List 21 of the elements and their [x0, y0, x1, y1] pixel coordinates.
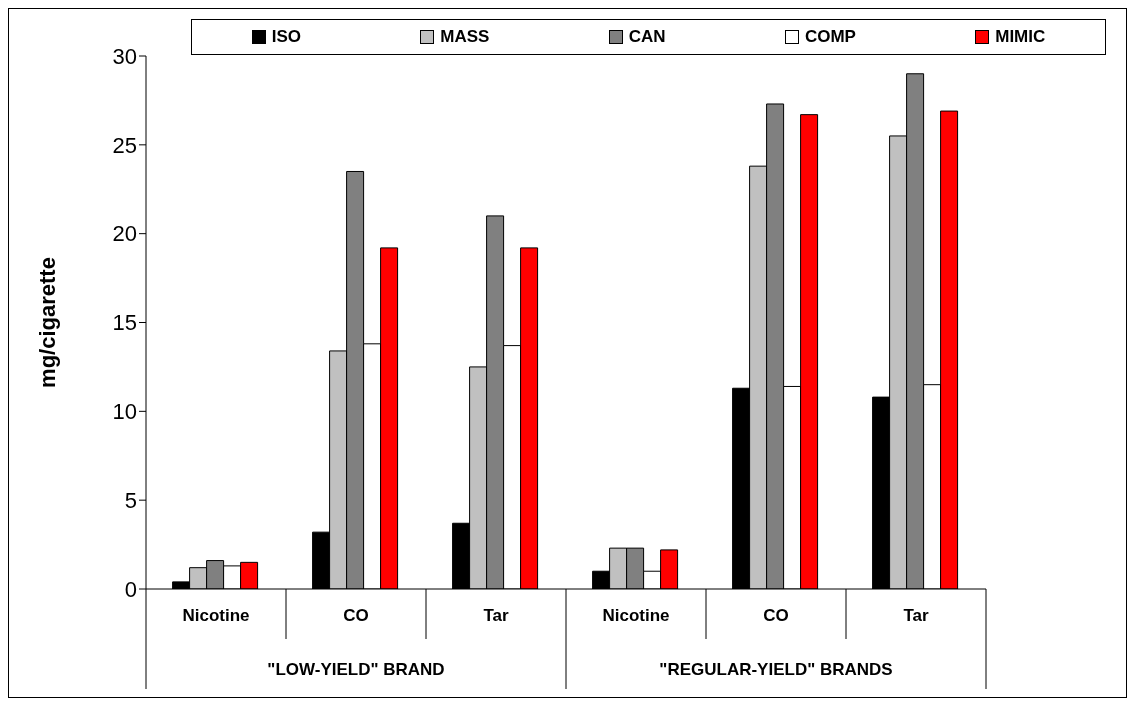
y-tick-label: 10: [112, 399, 137, 425]
legend-label: MASS: [440, 27, 490, 47]
y-tick-label: 20: [112, 221, 137, 247]
x-tick-label: Nicotine: [182, 606, 250, 626]
x-tick-label: Tar: [483, 606, 509, 626]
legend-label: ISO: [271, 27, 301, 47]
x-tick-label: CO: [763, 606, 789, 626]
legend-label: CAN: [628, 27, 666, 47]
x-tick-label: Nicotine: [602, 606, 670, 626]
y-tick-label: 5: [124, 487, 137, 513]
y-axis-title: mg/cigarette: [34, 257, 60, 388]
x-tick-label: CO: [343, 606, 369, 626]
text: "REGULAR-YIELD" BRANDS: [659, 660, 893, 679]
legend-label: MIMIC: [995, 27, 1046, 47]
y-tick-label: 25: [112, 132, 137, 158]
y-tick-label: 30: [112, 43, 137, 69]
x-tick-label: Tar: [903, 606, 929, 626]
legend-label: COMP: [804, 27, 856, 47]
y-tick-label: 0: [124, 576, 137, 602]
text: "LOW-YIELD" BRAND: [267, 660, 445, 679]
y-tick-label: 15: [112, 310, 137, 336]
